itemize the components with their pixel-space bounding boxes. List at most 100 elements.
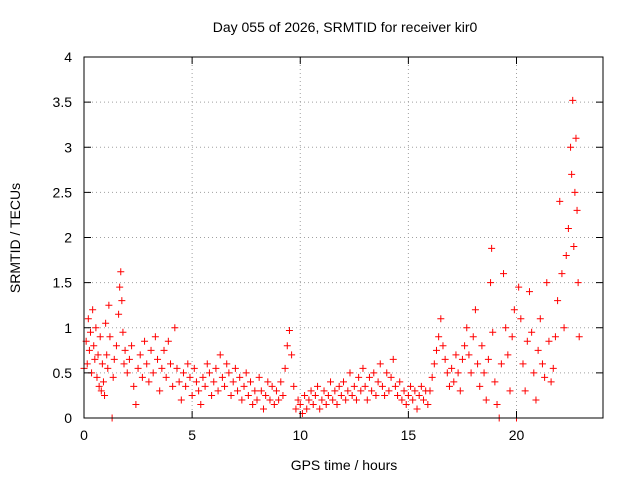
- data-point: [482, 396, 490, 404]
- x-tick-label: 20: [509, 427, 525, 443]
- data-point: [381, 391, 389, 399]
- data-point: [101, 391, 109, 399]
- data-point: [430, 360, 438, 368]
- data-point: [467, 369, 475, 377]
- data-point: [305, 396, 313, 404]
- data-point: [510, 306, 518, 314]
- data-point: [104, 364, 112, 372]
- data-point: [91, 355, 99, 363]
- data-point: [435, 333, 443, 341]
- data-point: [145, 378, 153, 386]
- data-point: [502, 324, 510, 332]
- data-point: [571, 188, 579, 196]
- data-point: [229, 378, 237, 386]
- data-point: [352, 396, 360, 404]
- data-point: [396, 378, 404, 386]
- data-point: [484, 355, 492, 363]
- data-point: [151, 333, 159, 341]
- data-point: [147, 346, 155, 354]
- data-point: [450, 378, 458, 386]
- data-point: [316, 405, 324, 413]
- data-point: [318, 396, 326, 404]
- axis-ticks: 0 5 10 15 20 0 0.5 1 1.5 2 2.5 3 3.5 4: [53, 49, 603, 443]
- data-point: [445, 382, 453, 390]
- data-point: [102, 319, 110, 327]
- x-tick-label: 5: [188, 427, 196, 443]
- x-tick-label: 10: [292, 427, 308, 443]
- data-point: [574, 279, 582, 287]
- data-point: [98, 360, 106, 368]
- data-point: [296, 400, 304, 408]
- data-point: [173, 364, 181, 372]
- data-point: [214, 387, 222, 395]
- data-point: [469, 333, 477, 341]
- data-point: [337, 391, 345, 399]
- data-point: [117, 268, 125, 276]
- data-point: [195, 387, 203, 395]
- data-point: [569, 96, 577, 104]
- data-point: [372, 391, 380, 399]
- data-point: [333, 400, 341, 408]
- data-point: [407, 382, 415, 390]
- data-point: [231, 364, 239, 372]
- x-tick-label: 15: [401, 427, 417, 443]
- data-point: [109, 373, 117, 381]
- data-point: [573, 206, 581, 214]
- data-point: [545, 337, 553, 345]
- data-point: [154, 355, 162, 363]
- data-point: [432, 346, 440, 354]
- chart-title: Day 055 of 2026, SRMTID for receiver kir…: [213, 19, 478, 35]
- data-point: [225, 369, 233, 377]
- data-point: [94, 351, 102, 359]
- data-point: [130, 382, 138, 390]
- data-point: [329, 396, 337, 404]
- data-point: [112, 342, 120, 350]
- data-point: [141, 337, 149, 345]
- data-point: [517, 315, 525, 323]
- data-point: [413, 405, 421, 413]
- data-point: [528, 328, 536, 336]
- data-point: [521, 387, 529, 395]
- y-tick-label: 3.5: [53, 94, 73, 110]
- data-point: [223, 360, 231, 368]
- data-point: [327, 378, 335, 386]
- data-point: [184, 360, 192, 368]
- data-point: [247, 378, 255, 386]
- data-point: [270, 400, 278, 408]
- y-tick-label: 2.5: [53, 184, 73, 200]
- data-point: [262, 391, 270, 399]
- data-point: [402, 400, 410, 408]
- data-point: [115, 310, 123, 318]
- data-point: [493, 400, 501, 408]
- data-point: [350, 382, 358, 390]
- data-point: [558, 270, 566, 278]
- data-point: [257, 387, 265, 395]
- data-point: [208, 391, 216, 399]
- data-point: [285, 326, 293, 334]
- data-point: [85, 346, 93, 354]
- data-point: [420, 396, 428, 404]
- data-point: [205, 369, 213, 377]
- data-point: [240, 382, 248, 390]
- data-point: [136, 351, 144, 359]
- y-tick-label: 4: [64, 49, 72, 65]
- data-point: [536, 315, 544, 323]
- data-point: [294, 396, 302, 404]
- data-point: [97, 387, 105, 395]
- data-point: [121, 346, 129, 354]
- y-tick-label: 1: [64, 320, 72, 336]
- data-point: [160, 346, 168, 354]
- data-point: [570, 243, 578, 251]
- data-point: [203, 360, 211, 368]
- data-point: [504, 351, 512, 359]
- data-point: [500, 270, 508, 278]
- data-point: [355, 373, 363, 381]
- data-point: [389, 355, 397, 363]
- data-point: [192, 378, 200, 386]
- data-point: [471, 306, 479, 314]
- data-point: [474, 360, 482, 368]
- data-point: [454, 369, 462, 377]
- data-point: [106, 333, 114, 341]
- data-point: [562, 252, 570, 260]
